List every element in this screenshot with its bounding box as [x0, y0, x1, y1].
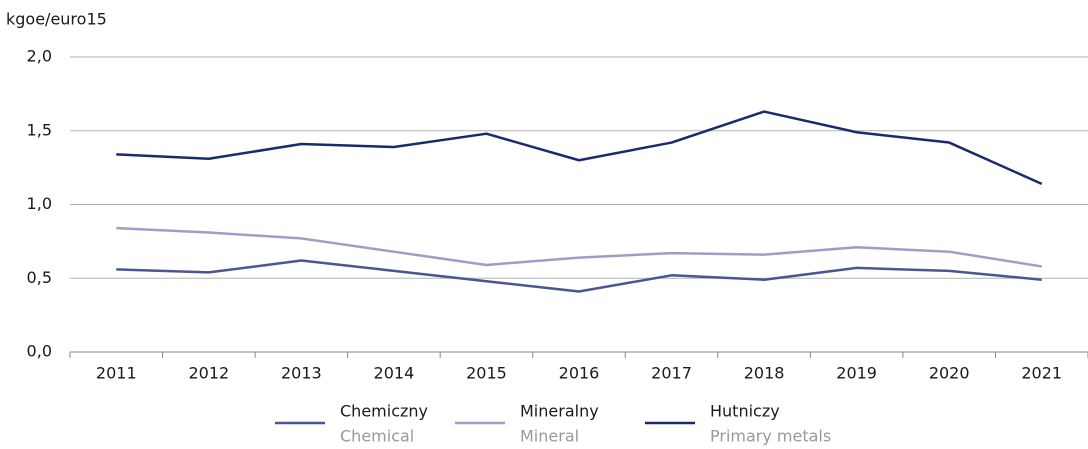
- y-tick-label: 0,0: [27, 342, 52, 361]
- x-tick-label: 2017: [651, 364, 692, 383]
- series-line: [116, 110, 1043, 185]
- legend-label: Mineralny: [520, 402, 599, 421]
- series-line: [116, 226, 1042, 268]
- y-tick-label: 0,5: [27, 268, 52, 287]
- x-tick-label: 2014: [374, 364, 415, 383]
- x-tick-label: 2015: [466, 364, 507, 383]
- x-tick-label: 2020: [929, 364, 970, 383]
- x-tick-label: 2012: [188, 364, 229, 383]
- y-tick-label: 1,0: [27, 194, 52, 213]
- y-tick-label: 1,5: [27, 120, 52, 139]
- x-tick-label: 2019: [836, 364, 877, 383]
- legend-label: Chemiczny: [340, 402, 428, 421]
- x-tick-label: 2018: [744, 364, 785, 383]
- legend-label-en: Mineral: [520, 427, 579, 446]
- x-tick-label: 2011: [96, 364, 137, 383]
- y-axis-label: kgoe/euro15: [6, 10, 107, 29]
- x-tick-label: 2021: [1021, 364, 1062, 383]
- y-tick-label: 2,0: [27, 47, 52, 66]
- x-tick-label: 2016: [559, 364, 600, 383]
- legend-label-en: Chemical: [340, 427, 414, 446]
- legend-label: Hutniczy: [710, 402, 780, 421]
- x-tick-label: 2013: [281, 364, 322, 383]
- series-line: [116, 259, 1042, 293]
- legend-label-en: Primary metals: [710, 427, 831, 446]
